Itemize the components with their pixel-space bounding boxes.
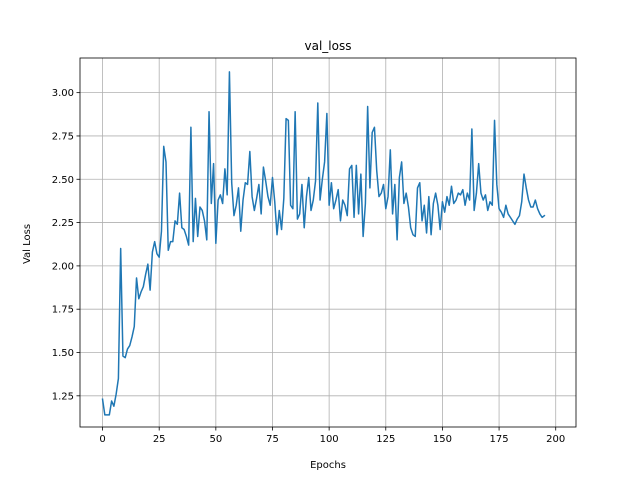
x-tick-label: 75 xyxy=(266,434,279,445)
chart-title: val_loss xyxy=(305,39,352,53)
x-tick-label: 50 xyxy=(209,434,222,445)
x-axis-title: Epochs xyxy=(310,460,346,471)
x-tick-label: 175 xyxy=(490,434,509,445)
x-tick-label: 125 xyxy=(376,434,395,445)
x-tick-label: 150 xyxy=(433,434,452,445)
y-tick-label: 1.25 xyxy=(52,391,74,402)
y-tick-label: 1.75 xyxy=(52,305,74,316)
y-tick-label: 1.50 xyxy=(52,348,74,359)
axes-frame xyxy=(79,57,577,428)
grid-lines xyxy=(80,58,576,427)
plot-area-border xyxy=(79,57,577,428)
y-tick-label: 2.25 xyxy=(52,218,74,229)
y-tick-label: 3.00 xyxy=(52,88,74,99)
y-tick-label: 2.75 xyxy=(52,131,74,142)
y-axis-title: Val Loss xyxy=(22,224,33,264)
x-tick-label: 200 xyxy=(546,434,565,445)
series-layer xyxy=(101,71,546,416)
series-line-val-loss xyxy=(101,71,546,416)
y-tick-label: 2.50 xyxy=(52,175,74,186)
x-tick-label: 0 xyxy=(99,434,105,445)
x-tick-label: 25 xyxy=(153,434,166,445)
x-tick-label: 100 xyxy=(320,434,339,445)
x-axis-ticks: 0 25 50 75 100 125 150 175 200 xyxy=(99,427,565,445)
y-axis-ticks: 1.25 1.50 1.75 2.00 2.25 2.50 2.75 3.00 xyxy=(52,88,80,402)
y-tick-label: 2.00 xyxy=(52,261,74,272)
